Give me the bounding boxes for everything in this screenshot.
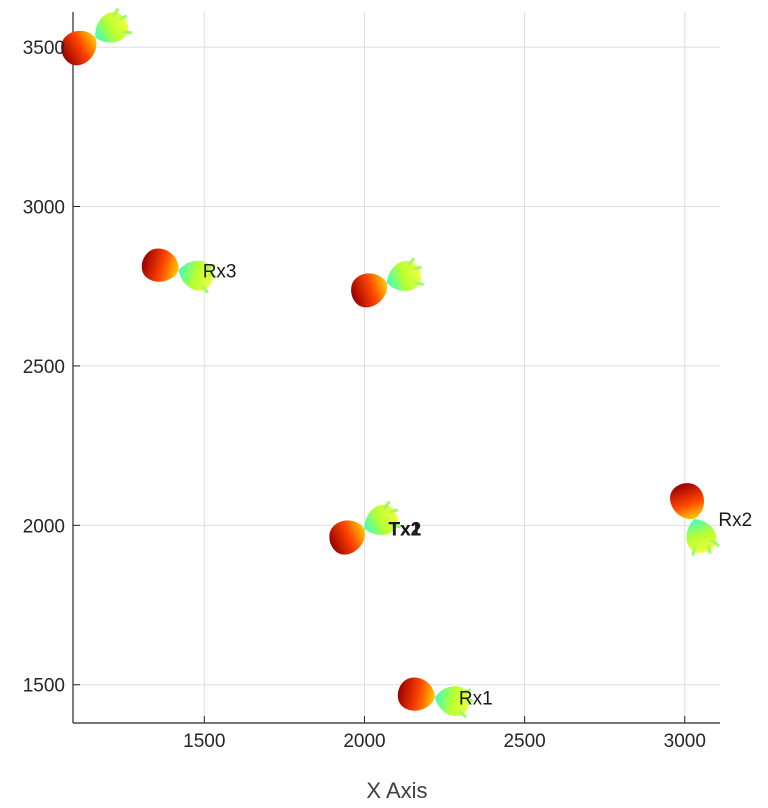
- antenna-pattern-marker: [670, 483, 721, 556]
- x-tick-label: 2500: [503, 731, 545, 752]
- back-lobe: [434, 686, 470, 717]
- main-lobe: [670, 483, 704, 519]
- y-tick-label: 1500: [23, 676, 65, 697]
- marker-label: Rx3: [203, 261, 237, 282]
- x-axis-label: X Axis: [366, 778, 427, 803]
- back-lobe-fringe: [382, 500, 402, 529]
- x-tick-label: 3000: [664, 731, 706, 752]
- y-tick-label: 2500: [23, 357, 65, 378]
- back-lobe-fringe: [457, 688, 474, 719]
- y-tick-label: 3500: [23, 38, 65, 59]
- antenna-pattern-marker: [351, 257, 424, 308]
- main-lobe: [141, 248, 179, 282]
- antenna-pattern-marker: [329, 500, 402, 555]
- marker-label: Tx1: [388, 520, 421, 541]
- back-lobe: [364, 504, 398, 535]
- x-tick-label: 2000: [343, 731, 385, 752]
- main-lobe: [61, 30, 97, 66]
- back-lobe: [686, 518, 717, 553]
- tick-labels: 1500 2000 2500 3000 1500 2000 2500 3000 3500: [23, 38, 706, 752]
- grid-lines: [73, 12, 720, 723]
- y-tick-label: 3000: [23, 197, 65, 218]
- antenna-pattern-marker: [397, 677, 474, 719]
- axes: [72, 12, 720, 724]
- back-lobe: [178, 260, 214, 291]
- main-lobe: [397, 677, 435, 711]
- marker-label: Rx1: [459, 688, 493, 709]
- antenna-pattern-marker: [141, 248, 217, 294]
- back-lobe-fringe: [112, 7, 132, 35]
- main-lobe: [351, 273, 387, 308]
- main-lobe: [329, 520, 365, 555]
- x-tick-label: 1500: [183, 731, 225, 752]
- back-lobe-fringe: [691, 539, 721, 556]
- y-tick-label: 2000: [23, 516, 65, 537]
- marker-label: Rx2: [718, 510, 752, 531]
- antenna-pattern-marker: [61, 7, 132, 66]
- back-lobe-fringe: [200, 264, 217, 294]
- back-lobe: [386, 260, 421, 291]
- marker-label: Tx2: [388, 520, 421, 541]
- antenna-markers: [61, 7, 721, 719]
- back-lobe-fringe: [407, 257, 424, 287]
